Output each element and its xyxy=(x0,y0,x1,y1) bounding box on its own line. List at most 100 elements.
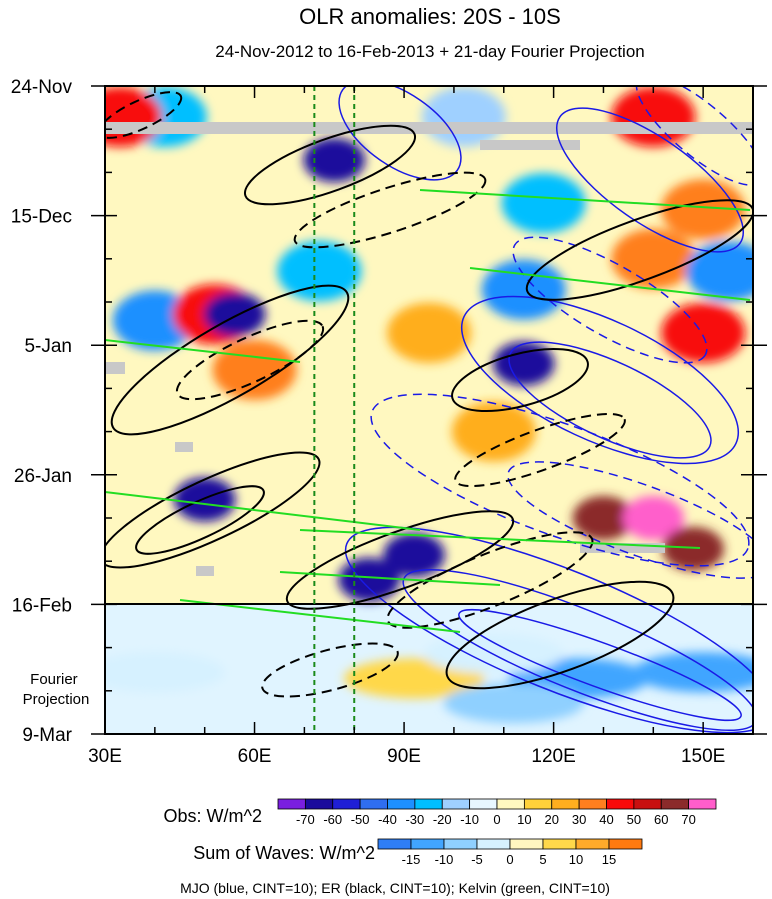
missing-data-bar xyxy=(105,362,125,374)
plot-area xyxy=(105,86,753,734)
x-tick-label: 90E xyxy=(387,746,421,767)
colorbar-swatch xyxy=(304,798,334,810)
obs-anomaly-cell xyxy=(421,86,506,147)
obs-anomaly-cell xyxy=(387,302,471,363)
colorbar-tick-label: 15 xyxy=(602,852,616,867)
colorbar-swatch xyxy=(496,798,525,810)
obs-anomaly-cell xyxy=(338,557,400,602)
projection-label-line: Fourier xyxy=(30,671,78,688)
colorbar-swatch xyxy=(688,798,717,810)
colorbar-tick-label: 0 xyxy=(506,852,513,867)
obs-anomaly-cell xyxy=(661,179,746,240)
x-tick-label: 120E xyxy=(531,746,575,767)
chart-title: OLR anomalies: 20S - 10S xyxy=(299,4,561,29)
missing-data-bar xyxy=(480,140,580,150)
colorbar-swatch xyxy=(660,798,690,810)
er-contour xyxy=(451,348,589,412)
colorbar-swatch xyxy=(359,798,388,810)
y-tick-label: 16-Feb xyxy=(12,595,72,616)
x-tick-label: 60E xyxy=(238,746,272,767)
colorbar-tick-label: 40 xyxy=(599,812,613,827)
projection-anomaly-cell xyxy=(105,652,225,693)
y-tick-label: 26-Jan xyxy=(14,466,72,487)
x-tick-label: 30E xyxy=(88,746,122,767)
colorbar-tick-label: -40 xyxy=(378,812,397,827)
projection-anomaly-cell xyxy=(633,652,753,693)
colorbar-tick-label: -20 xyxy=(433,812,452,827)
mjo-negative-contours xyxy=(370,86,753,579)
kelvin-contour xyxy=(279,571,501,586)
obs-anomaly-cell xyxy=(203,292,266,337)
er-contour xyxy=(135,485,265,555)
colorbar-swatch xyxy=(578,798,607,810)
obs-anomaly-cell xyxy=(611,86,696,147)
missing-data-bar xyxy=(196,566,214,576)
projection-label: Fourier Projection xyxy=(23,671,90,708)
missing-data-bar xyxy=(175,442,193,452)
er-contour-dashed xyxy=(175,319,325,401)
colorbar-tick-label: -5 xyxy=(471,852,483,867)
colorbar-swatch xyxy=(414,798,443,810)
obs-anomaly-cell xyxy=(611,228,696,289)
missing-data-bar xyxy=(105,122,753,134)
colorbar-tick-label: 0 xyxy=(493,812,500,827)
kelvin-contour xyxy=(105,491,421,531)
er-contour xyxy=(105,451,321,569)
y-tick-label: 15-Dec xyxy=(11,207,72,228)
colorbar-swatch xyxy=(277,798,306,810)
colorbar-swatch xyxy=(443,838,478,850)
mjo-contour xyxy=(338,86,462,181)
obs-anomaly-cell xyxy=(481,259,566,320)
mjo-contour xyxy=(344,526,753,734)
colorbar-tick-label: 70 xyxy=(681,812,695,827)
obs-anomaly-cell xyxy=(662,526,724,571)
er-contour-dashed xyxy=(454,412,626,488)
obs-field xyxy=(105,86,753,602)
waves-colorbar-label: Sum of Waves: W/m^2 xyxy=(193,843,375,863)
colorbar-tick-label: -15 xyxy=(402,852,421,867)
colorbar-swatch xyxy=(542,838,577,850)
colorbar-swatch xyxy=(633,798,662,810)
projection-anomaly-cell xyxy=(443,683,584,724)
obs-anomaly-cell xyxy=(661,302,746,363)
er-contours xyxy=(105,124,753,690)
missing-data-bar xyxy=(580,543,665,553)
colorbar-tick-label: -60 xyxy=(323,812,342,827)
obs-colorbar-label: Obs: W/m^2 xyxy=(164,806,262,826)
colorbar-swatch xyxy=(551,798,580,810)
er-contour xyxy=(110,284,350,436)
mjo-contour xyxy=(555,107,745,253)
colorbar-swatch xyxy=(441,798,471,810)
colorbar-tick-label: 60 xyxy=(654,812,668,827)
obs-anomaly-cell xyxy=(303,138,366,183)
colorbar-tick-label: 30 xyxy=(572,812,586,827)
colorbar-swatch xyxy=(377,838,412,850)
colorbar-swatch xyxy=(606,798,635,810)
obs-anomaly-cell xyxy=(173,477,236,522)
mjo-contour xyxy=(460,295,740,465)
colorbar-swatch xyxy=(608,838,643,850)
colorbar-tick-label: -70 xyxy=(296,812,315,827)
obs-anomaly-cell xyxy=(383,533,445,578)
x-tick-label: 150E xyxy=(681,746,725,767)
mjo-contour xyxy=(458,608,742,722)
colorbar-tick-label: -10 xyxy=(435,852,454,867)
colorbar-swatch xyxy=(509,838,544,850)
colorbar-tick-label: 50 xyxy=(627,812,641,827)
kelvin-contour xyxy=(469,267,751,301)
kelvin-contours xyxy=(105,189,751,633)
axes: 30E 60E 90E 120E 150E 24-Nov 15-Dec 5-Jan 26-Jan… xyxy=(11,77,767,767)
colorbar-tick-label: 20 xyxy=(545,812,559,827)
mjo-contour-dashed xyxy=(512,236,708,364)
er-contour xyxy=(445,580,675,690)
colorbar-swatch xyxy=(476,838,511,850)
kelvin-contour xyxy=(419,189,751,211)
colorbar-swatch xyxy=(523,798,553,810)
projection-label-line: Projection xyxy=(23,691,90,708)
footer-legend: MJO (blue, CINT=10); ER (black, CINT=10)… xyxy=(180,880,610,896)
reference-longitude-lines xyxy=(313,86,356,734)
colorbar-tick-label: 5 xyxy=(539,852,546,867)
colorbar-swatch xyxy=(469,798,498,810)
y-tick-label: 5-Jan xyxy=(24,336,72,357)
